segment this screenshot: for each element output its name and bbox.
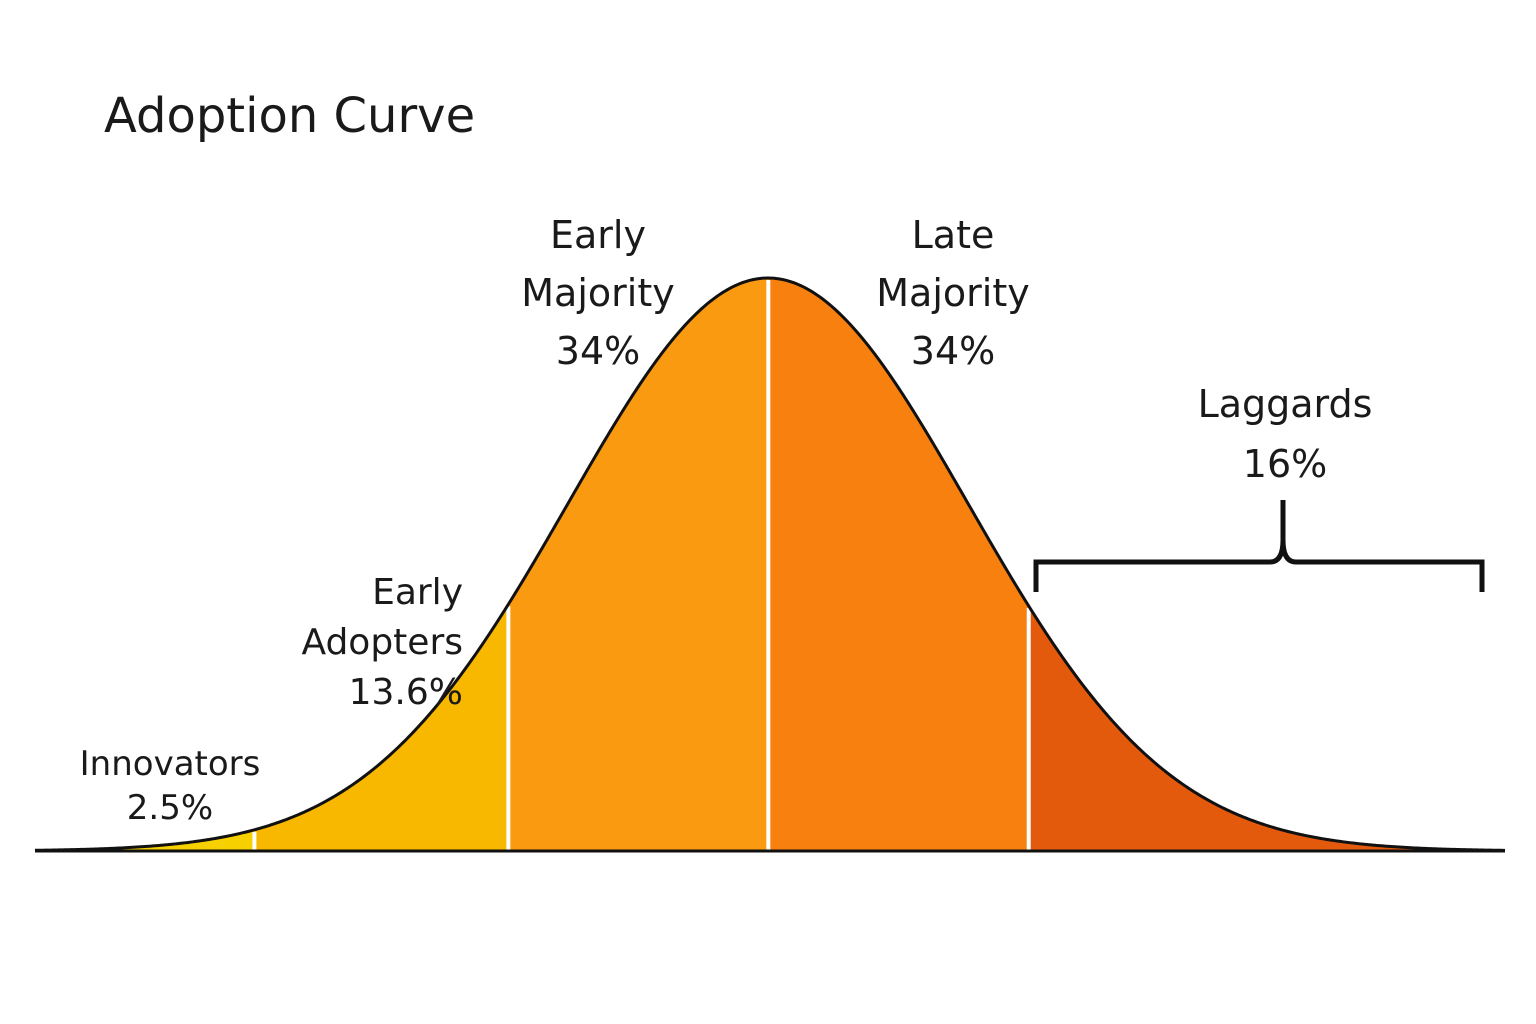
bracket bbox=[1033, 500, 1485, 592]
segment-label: Early Majority 34% bbox=[498, 206, 698, 380]
segment-name: Laggards bbox=[1197, 382, 1373, 426]
chart-title: Adoption Curve bbox=[104, 88, 476, 144]
segment bbox=[1028, 606, 1505, 851]
segment-percent: 16% bbox=[1242, 442, 1328, 486]
segment-name: Innovators bbox=[79, 744, 261, 784]
segment bbox=[35, 829, 255, 851]
segment-percent: 34% bbox=[910, 329, 996, 373]
segment-label: Innovators 2.5% bbox=[50, 742, 290, 830]
segment bbox=[508, 278, 769, 852]
curve-outline bbox=[34, 276, 1506, 852]
segment-label: Late Majority 34% bbox=[853, 206, 1053, 380]
segment-percent: 13.6% bbox=[348, 672, 463, 713]
segment-name: Early Adopters bbox=[301, 572, 463, 663]
segment bbox=[768, 278, 1029, 852]
segment-name: Early Majority bbox=[521, 213, 675, 315]
segment bbox=[254, 604, 509, 851]
segment-name: Late Majority bbox=[876, 213, 1030, 315]
segment-percent: 2.5% bbox=[126, 788, 214, 828]
segment-label: Early Adopters 13.6% bbox=[263, 568, 463, 718]
segment-label: Laggards 16% bbox=[1165, 374, 1405, 494]
segment-percent: 34% bbox=[555, 329, 641, 373]
